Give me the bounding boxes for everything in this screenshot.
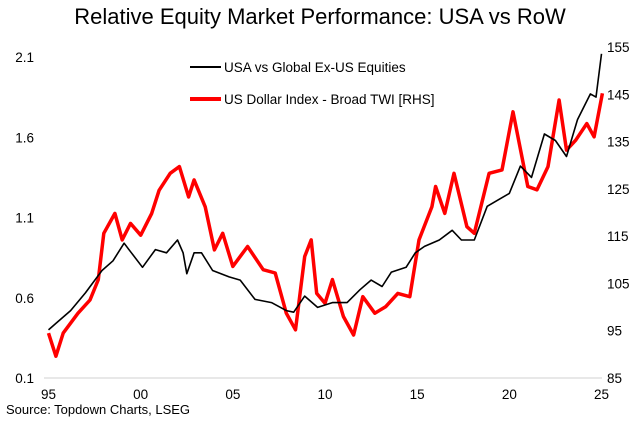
- x-axis-ticks: 95 00 05 10 15 20 25: [41, 387, 609, 402]
- right-tick-label: 155: [607, 40, 630, 55]
- left-tick-label: 1.1: [15, 211, 34, 226]
- x-tick-label: 25: [594, 387, 609, 402]
- right-tick-label: 125: [607, 182, 630, 197]
- right-axis-ticks: 85 95 105 115 125 135 145 155: [607, 40, 630, 386]
- left-tick-label: 1.6: [15, 130, 34, 145]
- right-tick-label: 145: [607, 87, 630, 102]
- right-tick-label: 85: [607, 371, 622, 386]
- legend-label-usd: US Dollar Index - Broad TWI [RHS]: [224, 92, 435, 107]
- right-tick-label: 95: [607, 324, 622, 339]
- left-tick-label: 0.1: [15, 371, 34, 386]
- legend: USA vs Global Ex-US Equities US Dollar I…: [190, 60, 435, 107]
- left-axis-ticks: 0.1 0.6 1.1 1.6 2.1: [15, 50, 34, 386]
- right-tick-label: 135: [607, 135, 630, 150]
- x-tick-label: 95: [41, 387, 56, 402]
- x-tick-label: 15: [410, 387, 425, 402]
- left-tick-label: 2.1: [15, 50, 34, 65]
- x-tick-label: 20: [502, 387, 517, 402]
- source-note: Source: Topdown Charts, LSEG: [6, 402, 190, 417]
- series-line-usd-index: [46, 92, 605, 358]
- right-tick-label: 105: [607, 276, 630, 291]
- series-line-usa-vs-global: [47, 53, 603, 331]
- x-tick-label: 10: [317, 387, 332, 402]
- x-tick-label: 05: [225, 387, 240, 402]
- left-tick-label: 0.6: [15, 291, 34, 306]
- chart-title: Relative Equity Market Performance: USA …: [74, 4, 566, 29]
- right-tick-label: 115: [607, 229, 629, 244]
- series-lines: [46, 53, 605, 358]
- x-tick-label: 00: [133, 387, 148, 402]
- legend-label-usa: USA vs Global Ex-US Equities: [224, 60, 406, 75]
